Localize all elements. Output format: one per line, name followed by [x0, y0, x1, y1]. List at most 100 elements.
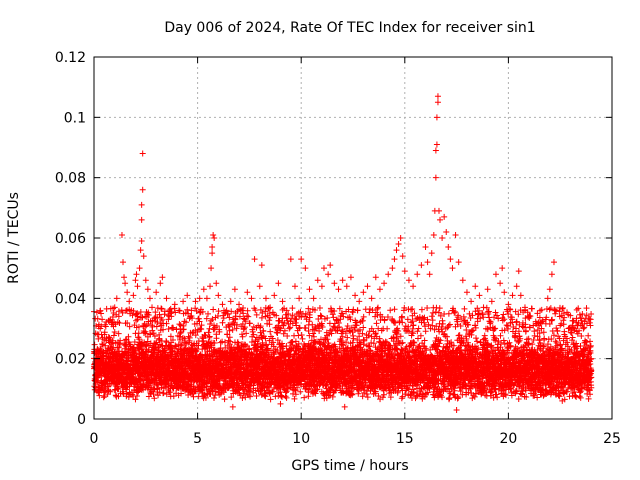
band-point [194, 346, 201, 353]
band-point [158, 316, 165, 323]
band-point [158, 305, 165, 312]
band-point [185, 310, 192, 317]
band-point [190, 393, 197, 400]
band-point [99, 316, 106, 323]
band-point [186, 334, 193, 341]
band-point [205, 329, 212, 336]
band-point [142, 330, 149, 337]
band-point [391, 306, 398, 313]
band-point [189, 315, 196, 322]
band-point [160, 326, 167, 333]
band-point [350, 335, 357, 342]
band-point [289, 305, 296, 312]
band-point [185, 382, 192, 389]
band-point [158, 305, 165, 312]
band-point [295, 332, 302, 339]
band-point [176, 321, 183, 328]
band-point [91, 341, 98, 348]
band-point [101, 380, 108, 387]
band-point [94, 315, 101, 322]
band-point [203, 315, 210, 322]
band-point [102, 342, 109, 349]
band-point [135, 330, 142, 337]
band-point [189, 330, 196, 337]
band-point [116, 320, 123, 327]
band-point [177, 322, 184, 329]
band-point [279, 393, 286, 400]
band-point [151, 395, 158, 402]
band-point [150, 391, 157, 398]
band-point [316, 327, 323, 334]
band-point [163, 339, 170, 346]
band-point [125, 333, 132, 340]
band-point [180, 326, 187, 333]
band-point [131, 338, 138, 345]
dense-data-band [91, 304, 595, 403]
band-point [192, 332, 199, 339]
band-point [141, 323, 148, 330]
band-point [178, 390, 185, 397]
band-point [267, 328, 274, 335]
band-point [196, 309, 203, 316]
band-point [279, 306, 286, 313]
band-point [199, 308, 206, 315]
band-point [145, 311, 152, 318]
band-point [173, 326, 180, 333]
band-point [219, 319, 226, 326]
band-point [299, 335, 306, 342]
band-point [93, 309, 100, 316]
band-point [165, 316, 172, 323]
band-point [190, 382, 197, 389]
band-point [169, 337, 176, 344]
band-point [184, 306, 191, 313]
band-point [331, 307, 338, 314]
band-point [250, 323, 257, 330]
band-point [118, 307, 125, 314]
band-point [244, 307, 251, 314]
band-point [167, 333, 174, 340]
band-point [132, 396, 139, 403]
band-point [172, 342, 179, 349]
band-point [292, 319, 299, 326]
band-point [202, 394, 209, 401]
band-point [115, 308, 122, 315]
band-point [147, 331, 154, 338]
band-point [97, 307, 104, 314]
band-point [265, 304, 272, 311]
band-point [170, 325, 177, 332]
band-point [206, 333, 213, 340]
band-point [152, 309, 159, 316]
band-point [110, 332, 117, 339]
band-point [129, 312, 136, 319]
band-point [387, 307, 394, 314]
band-point [177, 342, 184, 349]
band-point [115, 330, 122, 337]
band-point [291, 395, 298, 402]
band-point [156, 389, 163, 396]
band-point [198, 322, 205, 329]
band-point [267, 396, 274, 403]
band-point [98, 310, 105, 317]
band-point [219, 338, 226, 345]
band-point [117, 337, 124, 344]
chart-title: Day 006 of 2024, Rate Of TEC Index for r… [164, 20, 535, 36]
band-point [298, 331, 305, 338]
band-point [151, 333, 158, 340]
band-point [177, 330, 184, 337]
band-point [165, 326, 172, 333]
band-point [253, 311, 260, 318]
band-point [221, 396, 228, 403]
band-point [163, 320, 170, 327]
band-point [185, 333, 192, 340]
band-point [129, 391, 136, 398]
band-point [107, 388, 114, 395]
band-point [210, 306, 217, 313]
band-point [344, 334, 351, 341]
band-point [364, 394, 371, 401]
band-point [99, 340, 106, 347]
band-point [126, 323, 133, 330]
band-point [135, 323, 142, 330]
band-point [374, 305, 381, 312]
band-point [205, 310, 212, 317]
